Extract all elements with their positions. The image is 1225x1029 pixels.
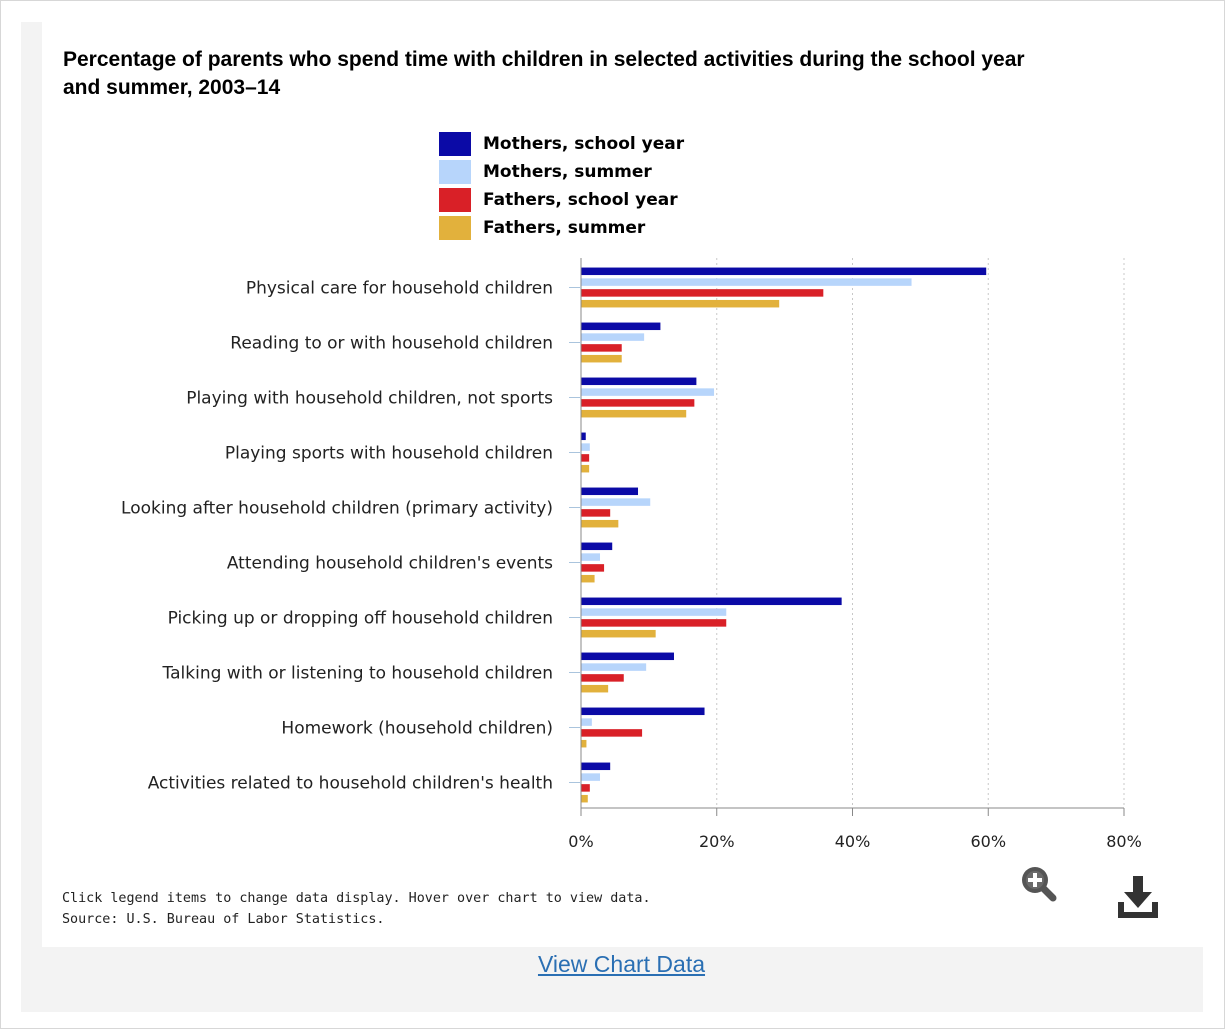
zoom-in-icon bbox=[1022, 867, 1057, 902]
bars bbox=[581, 267, 987, 803]
legend-swatch bbox=[439, 132, 471, 156]
bar[interactable] bbox=[581, 663, 647, 671]
bar[interactable] bbox=[581, 464, 590, 473]
bar[interactable] bbox=[581, 509, 611, 517]
legend-swatch bbox=[439, 160, 471, 184]
download-icon bbox=[1118, 876, 1158, 918]
category-label: Attending household children's events bbox=[227, 554, 553, 574]
bar[interactable] bbox=[581, 684, 609, 693]
bar[interactable] bbox=[581, 629, 656, 638]
legend-label: Mothers, school year bbox=[483, 134, 685, 154]
bar[interactable] bbox=[581, 707, 705, 716]
legend-label: Fathers, school year bbox=[483, 190, 678, 210]
category-label: Looking after household children (primar… bbox=[121, 499, 553, 519]
bar[interactable] bbox=[581, 267, 987, 276]
legend-item[interactable]: Mothers, summer bbox=[439, 158, 684, 186]
bar[interactable] bbox=[581, 377, 697, 386]
legend-label: Mothers, summer bbox=[483, 162, 652, 182]
gridlines bbox=[716, 258, 1125, 808]
bar[interactable] bbox=[581, 388, 715, 396]
bar[interactable] bbox=[581, 487, 639, 496]
category-label: Playing sports with household children bbox=[225, 444, 553, 464]
legend-swatch bbox=[439, 216, 471, 240]
bar[interactable] bbox=[581, 519, 619, 528]
category-label: Reading to or with household children bbox=[230, 334, 553, 354]
legend-swatch bbox=[439, 188, 471, 212]
category-label: Talking with or listening to household c… bbox=[162, 664, 553, 684]
bar[interactable] bbox=[581, 652, 674, 661]
bar[interactable] bbox=[581, 542, 613, 551]
legend-item[interactable]: Mothers, school year bbox=[439, 130, 684, 158]
bar[interactable] bbox=[581, 619, 727, 627]
bar[interactable] bbox=[581, 574, 595, 583]
legend: Mothers, school year Mothers, summer Fathe… bbox=[439, 130, 684, 242]
bar[interactable] bbox=[581, 553, 601, 561]
bar[interactable] bbox=[581, 773, 601, 781]
bar[interactable] bbox=[581, 454, 590, 462]
bar[interactable] bbox=[581, 299, 780, 308]
x-tick-label: 60% bbox=[970, 832, 1006, 851]
bar[interactable] bbox=[581, 344, 622, 352]
chart-card bbox=[42, 22, 1203, 947]
bar[interactable] bbox=[581, 333, 645, 341]
view-chart-data-link[interactable]: View Chart Data bbox=[537, 951, 706, 977]
category-label: Physical care for household children bbox=[246, 279, 553, 299]
category-label: Activities related to household children… bbox=[148, 774, 553, 794]
bar[interactable] bbox=[581, 322, 661, 331]
x-tick-label: 40% bbox=[835, 832, 871, 851]
bar[interactable] bbox=[581, 674, 624, 682]
bar[interactable] bbox=[581, 597, 842, 606]
bar[interactable] bbox=[581, 399, 695, 407]
legend-label: Fathers, summer bbox=[483, 218, 646, 238]
category-label: Picking up or dropping off household chi… bbox=[168, 609, 553, 629]
bar[interactable] bbox=[581, 354, 622, 363]
bar[interactable] bbox=[581, 718, 592, 726]
bar[interactable] bbox=[581, 762, 611, 771]
bar[interactable] bbox=[581, 443, 590, 451]
chart-title: Percentage of parents who spend time wit… bbox=[63, 48, 1025, 99]
bar[interactable] bbox=[581, 608, 727, 616]
zoom-button[interactable] bbox=[1018, 864, 1058, 904]
bar[interactable] bbox=[581, 739, 587, 748]
bar[interactable] bbox=[581, 432, 586, 441]
x-tick-label: 20% bbox=[699, 832, 735, 851]
download-button[interactable] bbox=[1116, 874, 1162, 920]
bar[interactable] bbox=[581, 278, 912, 286]
x-tick-labels: 0% 20% 40% 60% 80% bbox=[568, 832, 1141, 851]
footnote-instructions: Click legend items to change data displa… bbox=[62, 891, 651, 906]
x-tick-label: 0% bbox=[568, 832, 593, 851]
category-labels: Physical care for household children Read… bbox=[121, 279, 553, 794]
x-tick-label: 80% bbox=[1106, 832, 1142, 851]
bar[interactable] bbox=[581, 498, 651, 506]
bar[interactable] bbox=[581, 729, 643, 737]
footnote: Click legend items to change data displa… bbox=[62, 888, 651, 930]
category-label: Homework (household children) bbox=[281, 719, 553, 739]
bar[interactable] bbox=[581, 564, 605, 572]
legend-item[interactable]: Fathers, school year bbox=[439, 186, 684, 214]
legend-item[interactable]: Fathers, summer bbox=[439, 214, 684, 242]
category-label: Playing with household children, not spo… bbox=[186, 389, 553, 409]
bar[interactable] bbox=[581, 784, 590, 792]
bar[interactable] bbox=[581, 409, 687, 418]
footnote-source: Source: U.S. Bureau of Labor Statistics. bbox=[62, 912, 385, 927]
axes bbox=[569, 258, 1125, 816]
bar[interactable] bbox=[581, 289, 824, 297]
bar[interactable] bbox=[581, 794, 588, 803]
